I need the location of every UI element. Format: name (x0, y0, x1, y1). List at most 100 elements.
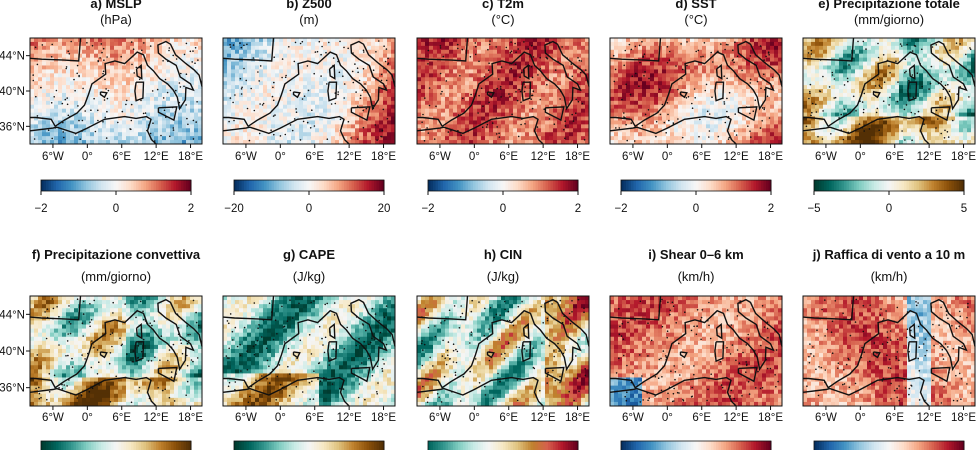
map-cell (70, 65, 75, 70)
map-cell (501, 61, 506, 66)
map-cell (433, 108, 438, 113)
map-cell (718, 38, 723, 43)
map-cell (545, 108, 550, 113)
map-cell (307, 140, 312, 145)
map-cell (549, 124, 554, 129)
map-cell (150, 132, 155, 137)
map-cell (485, 128, 490, 133)
map-cell (114, 49, 119, 55)
map-cell (186, 100, 191, 106)
map-cell (614, 116, 619, 121)
significance-dot (564, 125, 567, 127)
map-cell (162, 124, 167, 129)
map-cell (363, 49, 368, 55)
map-cell (162, 49, 167, 55)
map-cell (259, 108, 264, 113)
map-cell (227, 77, 232, 82)
map-cell (307, 85, 312, 90)
map-cell (142, 108, 147, 113)
colorbar-tick-label: −2 (34, 203, 47, 215)
map-cell (469, 53, 474, 59)
map-cell (445, 85, 450, 90)
map-cell (315, 92, 320, 98)
map-cell (513, 69, 518, 74)
map-cell (271, 65, 276, 70)
significance-dot (495, 133, 498, 135)
map-cell (255, 49, 260, 55)
map-cell (505, 100, 510, 106)
map-cell (182, 45, 187, 51)
colorbar-tick-label: −20 (224, 203, 244, 215)
map-cell (227, 92, 232, 98)
map-cell (190, 57, 195, 62)
map-cell (331, 136, 336, 141)
map-cell (489, 85, 494, 90)
map-cell (493, 61, 498, 66)
map-cell (565, 140, 570, 145)
map-cell (323, 120, 328, 125)
map-cell (82, 120, 87, 125)
significance-dot (299, 42, 302, 45)
map-cell (537, 77, 542, 82)
map-cell (307, 128, 312, 133)
map-cell (231, 73, 236, 78)
map-cell (545, 89, 550, 94)
map-cell (678, 120, 683, 125)
map-cell (678, 89, 683, 94)
colorbar-tick-label: −2 (421, 203, 434, 215)
map-cell (158, 108, 163, 113)
map-cell (457, 100, 462, 106)
map-cell (130, 73, 135, 78)
significance-dot (530, 66, 533, 68)
map-cell (417, 100, 422, 106)
map-cell (433, 96, 438, 102)
map-cell (106, 65, 111, 70)
map-cell (182, 89, 187, 94)
map-cell (315, 100, 320, 106)
map-cell (441, 65, 446, 70)
map-cell (481, 132, 486, 137)
map-cell (198, 57, 203, 62)
map-cell (66, 77, 71, 82)
map-cell (437, 73, 442, 78)
significance-dot (491, 122, 494, 124)
lon-tick-label: 12°E (337, 151, 362, 163)
map-cell (537, 100, 542, 106)
significance-dot (273, 133, 275, 136)
map-cell (142, 38, 147, 43)
map-cell (114, 104, 119, 110)
map-cell (561, 140, 566, 145)
map-cell (441, 120, 446, 125)
map-cell (122, 120, 127, 125)
map-cell (686, 73, 691, 78)
map-cell (718, 140, 723, 145)
map-cell (319, 53, 324, 59)
map-cell (722, 96, 727, 102)
map-cell (481, 128, 486, 133)
map-cell (726, 69, 731, 74)
map-cell (630, 108, 635, 113)
map-cell (287, 108, 292, 113)
map-cell (630, 128, 635, 133)
map-cell (54, 104, 59, 110)
map-cell (577, 49, 582, 55)
map-cell (493, 100, 498, 106)
map-cell (585, 89, 590, 94)
map-cell (674, 108, 679, 113)
colorbar-step (525, 180, 529, 191)
map-cell (343, 89, 348, 94)
map-cell (429, 112, 434, 117)
map-cell (433, 92, 438, 98)
map-cell (678, 69, 683, 74)
map-cell (682, 65, 687, 70)
map-cell (186, 85, 191, 90)
map-cell (654, 124, 659, 129)
map-cell (118, 49, 123, 55)
map-cell (142, 49, 147, 55)
map-cell (533, 57, 538, 62)
map-cell (122, 124, 127, 129)
map-cell (331, 41, 336, 47)
map-cell (158, 61, 163, 66)
map-cell (710, 57, 715, 62)
map-cell (158, 53, 163, 59)
